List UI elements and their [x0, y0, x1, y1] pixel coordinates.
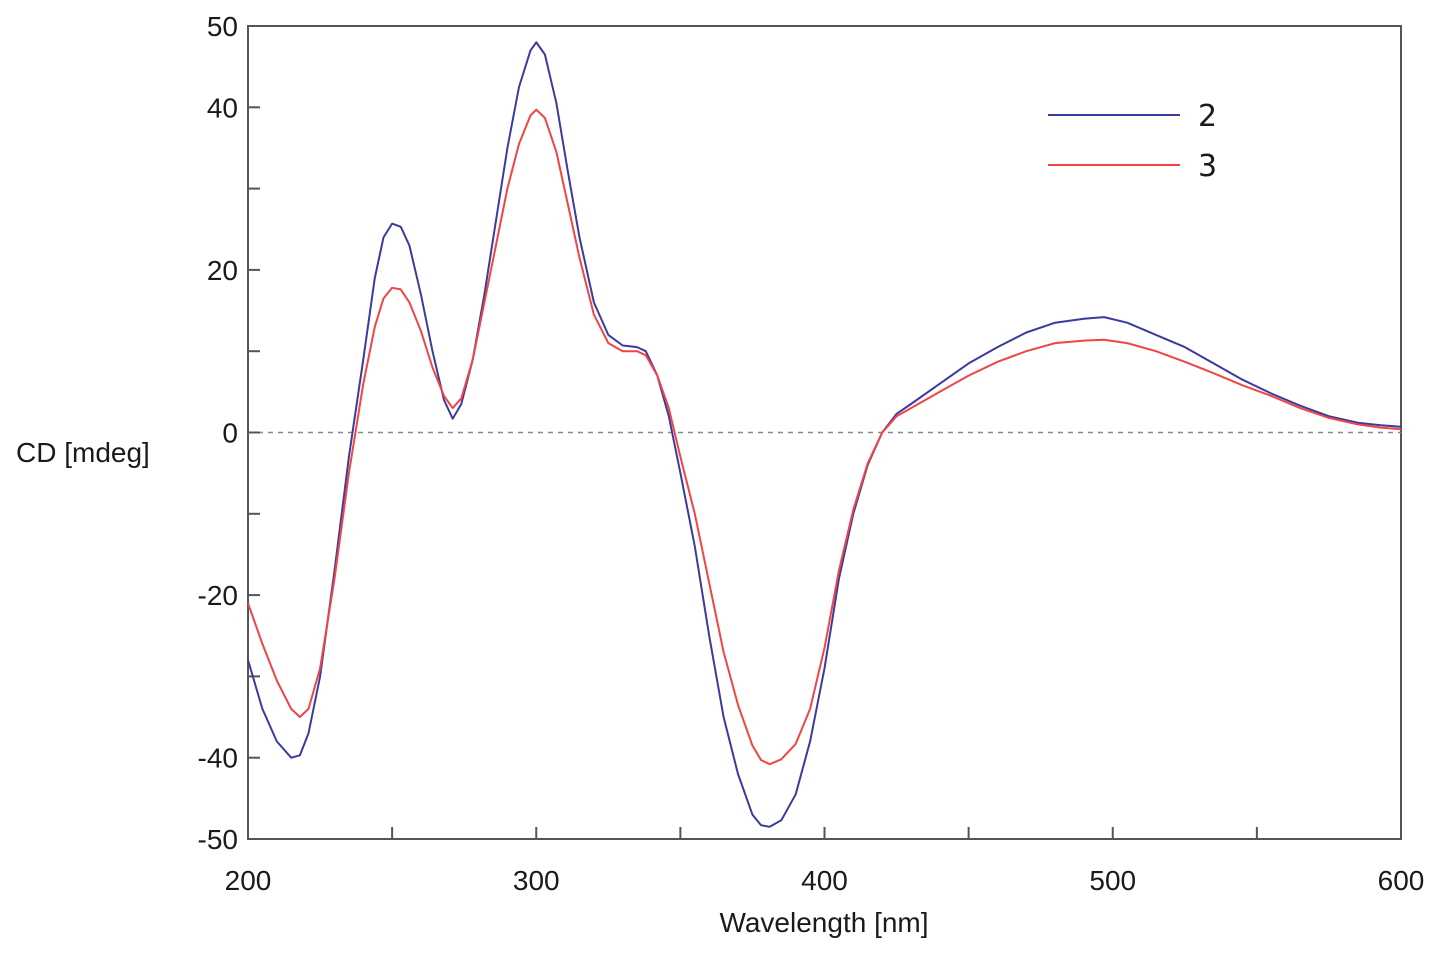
legend: 23 — [1048, 99, 1217, 184]
x-axis-title: Wavelength [nm] — [719, 907, 928, 938]
y-tick-label: 0 — [222, 418, 238, 449]
series-line-3 — [247, 108, 1402, 766]
y-tick-label: 40 — [207, 92, 238, 123]
x-tick-label: 300 — [513, 865, 560, 896]
x-tick-label: 600 — [1378, 865, 1425, 896]
axis-ticks: 200 300 400 500 600 -50 -40 -20 0 20 40 50 — [198, 11, 1425, 896]
series-line-2 — [247, 41, 1402, 828]
series-layer — [247, 41, 1402, 828]
x-tick-label: 400 — [801, 865, 848, 896]
y-tick-label: -50 — [198, 824, 238, 855]
legend-label-3: 3 — [1198, 149, 1217, 184]
x-tick-label: 200 — [225, 865, 272, 896]
legend-label-2: 2 — [1198, 99, 1217, 134]
x-tick-label: 500 — [1089, 865, 1136, 896]
y-tick-label: -40 — [198, 743, 238, 774]
y-tick-label: -20 — [198, 580, 238, 611]
y-axis-title: CD [mdeg] — [16, 437, 150, 468]
y-tick-label: 20 — [207, 255, 238, 286]
y-tick-label: 50 — [207, 11, 238, 42]
